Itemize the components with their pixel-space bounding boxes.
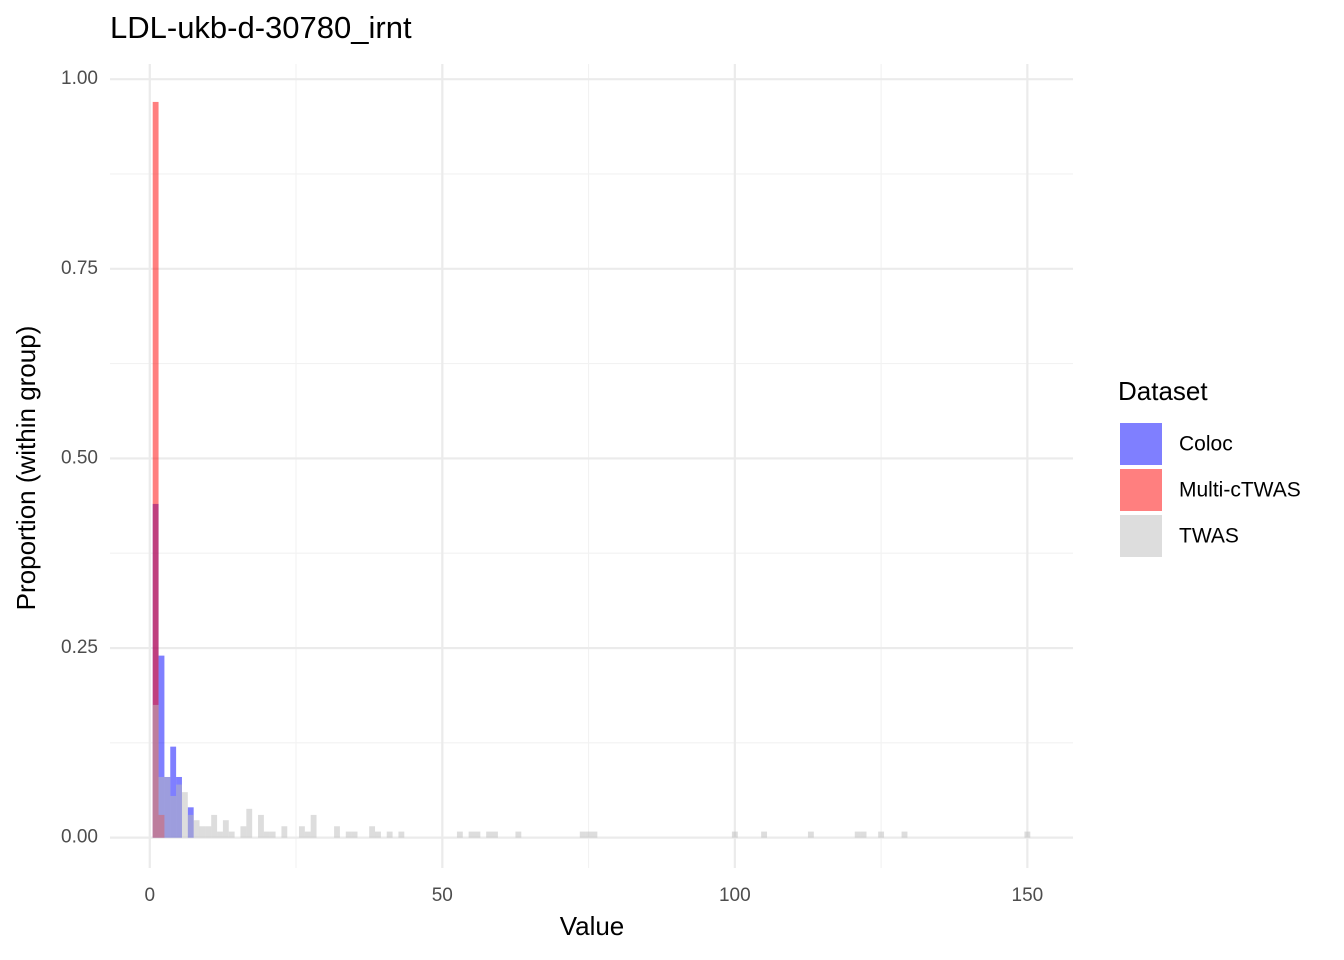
bar: [246, 808, 253, 838]
bar: [152, 101, 159, 838]
x-axis-label: Value: [560, 911, 625, 941]
bar: [199, 826, 206, 838]
bar: [170, 795, 177, 838]
bar: [164, 776, 171, 838]
y-axis-label: Proportion (within group): [11, 326, 41, 611]
x-tick-label: 0: [144, 885, 155, 906]
bar: [211, 814, 218, 838]
bar: [158, 776, 165, 838]
bar: [281, 826, 288, 838]
bar: [456, 831, 463, 838]
bar: [386, 831, 393, 838]
bar: [579, 831, 586, 838]
bar: [176, 784, 182, 838]
bar: [187, 814, 194, 838]
bar: [298, 826, 305, 838]
bar: [591, 831, 598, 838]
bar: [369, 826, 376, 838]
bar: [222, 820, 229, 838]
y-tick-label: 0.50: [61, 447, 98, 468]
bar: [152, 704, 159, 838]
bar: [170, 746, 177, 838]
bar: [398, 831, 405, 838]
bar: [263, 831, 270, 838]
y-tick-label: 0.25: [61, 637, 98, 658]
bar: [351, 831, 358, 838]
bar: [486, 831, 493, 838]
bar: [310, 814, 317, 838]
bar: [304, 831, 311, 838]
legend-title: Dataset: [1118, 376, 1208, 406]
bar: [901, 831, 908, 838]
legend-label: Multi-cTWAS: [1179, 479, 1301, 502]
legend-key: [1120, 515, 1162, 557]
bar: [217, 831, 223, 838]
bar: [807, 831, 814, 838]
bar: [761, 831, 768, 838]
bar: [181, 792, 188, 838]
chart-title: LDL-ukb-d-30780_irnt: [110, 10, 412, 45]
bar: [228, 831, 235, 838]
legend-key: [1120, 423, 1162, 465]
bar: [585, 831, 592, 838]
legend-key: [1120, 469, 1162, 511]
bar: [492, 831, 498, 838]
y-tick-label: 0.75: [61, 258, 98, 279]
bar: [515, 831, 522, 838]
grid: [110, 64, 1073, 868]
bar: [334, 826, 340, 838]
bar: [158, 655, 165, 838]
bar: [269, 831, 276, 838]
legend-label: Coloc: [1179, 433, 1233, 456]
y-tick-label: 1.00: [61, 68, 98, 89]
x-tick-label: 50: [432, 885, 453, 906]
bar: [468, 831, 475, 838]
bar: [258, 814, 264, 838]
bar: [854, 831, 861, 838]
bar: [205, 826, 212, 838]
bar: [375, 831, 381, 838]
bar: [731, 831, 738, 838]
y-tick-label: 0.00: [61, 827, 98, 848]
bar: [860, 831, 867, 838]
x-tick-label: 100: [719, 885, 751, 906]
bar: [1024, 831, 1031, 838]
bar: [240, 826, 247, 838]
bars: [152, 101, 1031, 838]
legend-label: TWAS: [1179, 525, 1239, 548]
legend: Coloc Multi-cTWAS TWAS: [1120, 423, 1301, 557]
bar: [474, 831, 481, 838]
bar: [193, 820, 200, 838]
bar: [878, 831, 885, 838]
bar: [345, 831, 352, 838]
x-tick-label: 150: [1012, 885, 1044, 906]
